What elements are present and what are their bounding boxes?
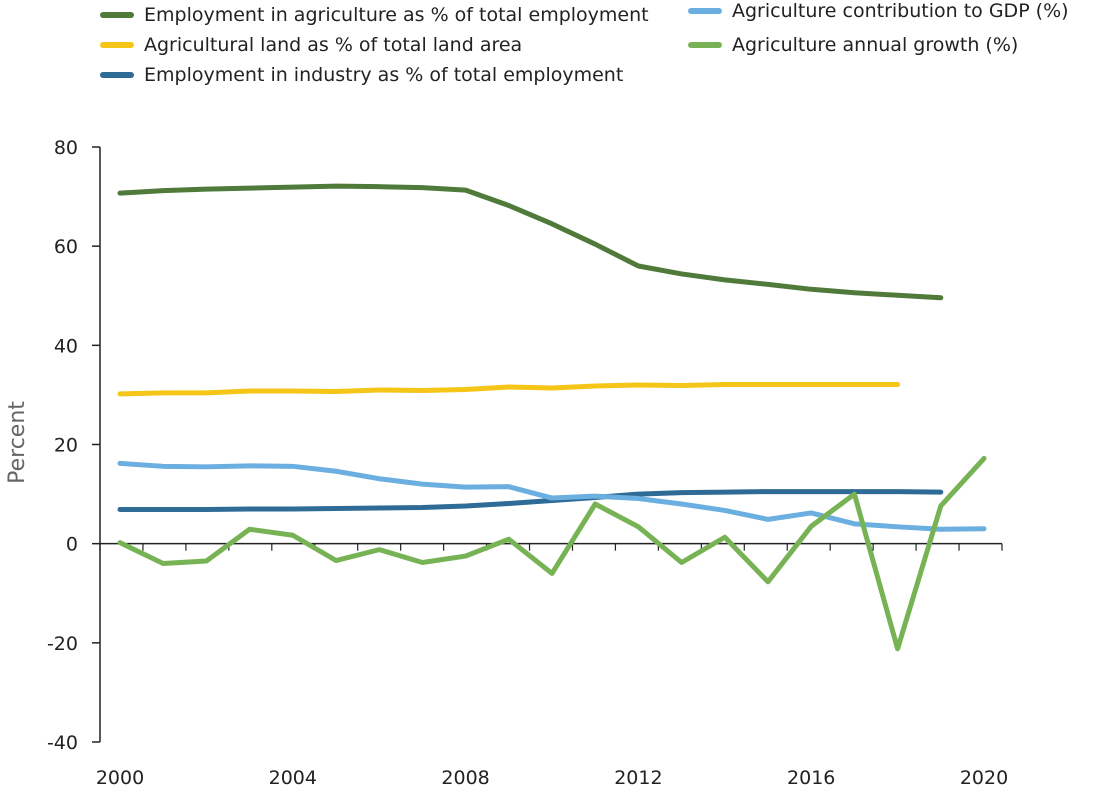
x-tick-label: 2016 xyxy=(787,767,835,789)
legend-swatch xyxy=(688,42,722,48)
y-tick-label: 20 xyxy=(54,435,78,457)
legend-swatch xyxy=(100,12,134,18)
y-tick-label: 80 xyxy=(54,137,78,159)
y-tick-label: -40 xyxy=(47,732,78,754)
y-axis-title: Percent xyxy=(5,401,30,484)
y-tick-label: -20 xyxy=(47,633,78,655)
x-tick-label: 2020 xyxy=(960,767,1008,789)
legend-label: Agriculture contribution to GDP (%) xyxy=(732,0,1069,22)
x-tick-label: 2012 xyxy=(614,767,662,789)
legend-label: Employment in agriculture as % of total … xyxy=(144,4,649,26)
series-line-0 xyxy=(117,183,944,301)
legend-label: Agricultural land as % of total land are… xyxy=(144,34,523,56)
legend-swatch xyxy=(688,8,722,14)
legend-item-agriculture-growth: Agriculture annual growth (%) xyxy=(688,34,1018,56)
legend-item-employment-agriculture: Employment in agriculture as % of total … xyxy=(100,4,649,26)
legend-label: Agriculture annual growth (%) xyxy=(732,34,1019,56)
y-tick-label: 40 xyxy=(54,335,78,357)
series-line-1 xyxy=(117,382,901,397)
series-line-4 xyxy=(117,455,987,652)
legend-swatch xyxy=(100,42,134,48)
legend-item-agricultural-land: Agricultural land as % of total land are… xyxy=(100,34,522,56)
x-tick-label: 2000 xyxy=(96,767,144,789)
legend-item-employment-industry: Employment in industry as % of total emp… xyxy=(100,64,623,86)
y-tick-label: 60 xyxy=(54,236,78,258)
series-line-3 xyxy=(117,460,987,532)
legend-swatch xyxy=(100,72,134,78)
y-tick-label: 0 xyxy=(66,534,78,556)
series-line-2 xyxy=(117,489,944,512)
x-tick-label: 2008 xyxy=(441,767,489,789)
legend-label: Employment in industry as % of total emp… xyxy=(144,64,624,86)
legend-item-agriculture-gdp: Agriculture contribution to GDP (%) xyxy=(688,0,1069,22)
x-tick-label: 2004 xyxy=(269,767,317,789)
